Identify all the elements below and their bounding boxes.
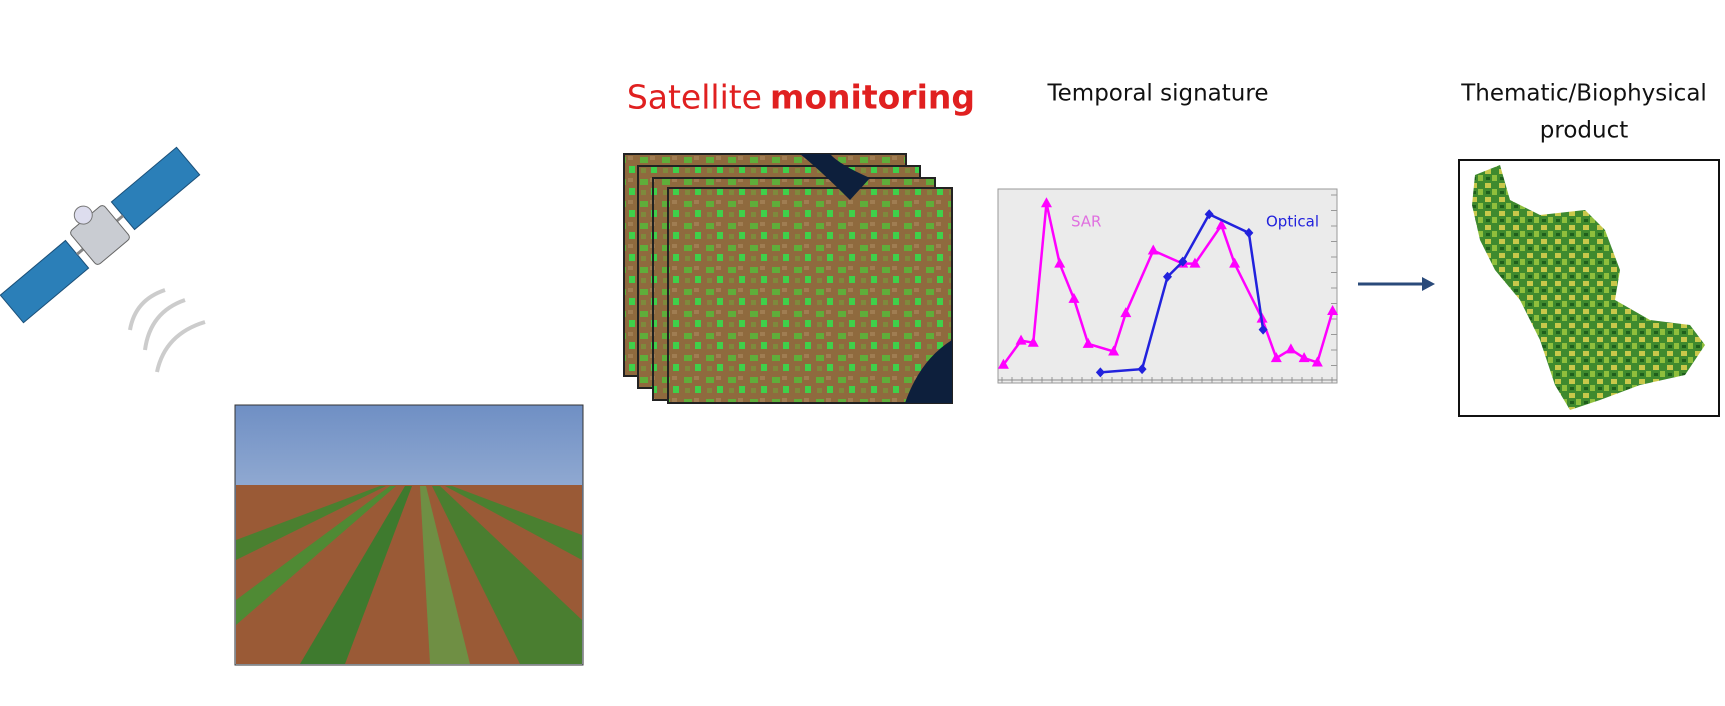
product-map	[1459, 160, 1719, 416]
legend-label: Optical	[1266, 213, 1319, 231]
chart-title: Temporal signature	[1047, 81, 1269, 107]
page: {"satellite_monitoring": {"normal": "Sat…	[0, 0, 1725, 702]
product-title: product	[1540, 118, 1628, 144]
field-photo	[235, 405, 583, 665]
satellite-icon	[0, 134, 205, 372]
diagram: Satellite monitoring Temporal signature …	[0, 0, 1725, 702]
title-normal: Satellite	[627, 78, 762, 117]
satellite-image-stack	[624, 154, 952, 403]
legend-label: SAR	[1071, 213, 1101, 231]
arrow	[1358, 277, 1435, 291]
product-title: Thematic/Biophysical	[1460, 81, 1707, 107]
title-bold: monitoring	[770, 78, 975, 117]
